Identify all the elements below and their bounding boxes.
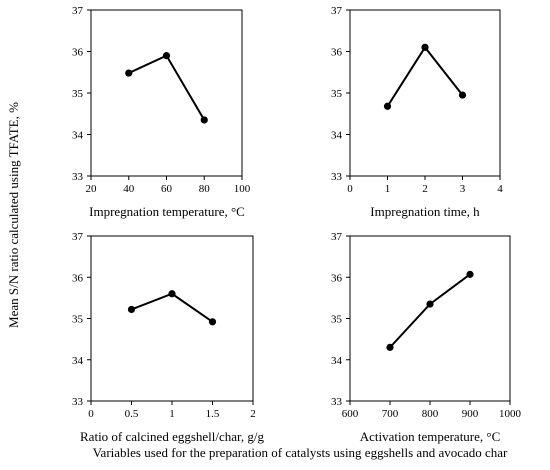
- y-tick-label: 37: [72, 5, 84, 17]
- x-tick-label: 2: [422, 183, 428, 195]
- x-tick-label: 900: [462, 408, 479, 420]
- x-tick-label: 600: [342, 408, 359, 420]
- y-tick-label: 34: [72, 355, 84, 367]
- y-tick-label: 37: [331, 5, 343, 17]
- x-tick-label: 20: [86, 183, 98, 195]
- x-axis-label: Impregnation time, h: [370, 204, 480, 219]
- x-tick-label: 2: [250, 408, 256, 420]
- y-tick-label: 35: [331, 314, 343, 326]
- y-tick-label: 37: [72, 231, 84, 243]
- y-tick-label: 33: [331, 396, 343, 408]
- y-tick-label: 36: [331, 272, 343, 284]
- chart-panel-1: 20 40 60 80 100 33 34 35 36 37 Impregnation temper…: [72, 5, 251, 219]
- x-axis-label: Activation temperature, °C: [360, 429, 501, 444]
- x-tick-label: 40: [123, 183, 135, 195]
- data-point: [208, 318, 217, 326]
- x-axis-label: Impregnation temperature, °C: [89, 204, 245, 219]
- series-line: [386, 45, 464, 107]
- plot-frame: [90, 9, 243, 177]
- shared-y-axis-label: Mean S/N ratio calculated using TFATE, %: [6, 102, 21, 328]
- y-tick-label: 37: [331, 231, 343, 243]
- x-axis-label: Ratio of calcined eggshell/char, g/g: [80, 429, 264, 444]
- y-tick-label: 36: [331, 47, 343, 59]
- plot-frame: [90, 235, 254, 402]
- y-tick-label: 34: [331, 130, 343, 142]
- x-tick-label: 800: [422, 408, 439, 420]
- x-tick-label: 0.5: [125, 408, 139, 420]
- data-point: [127, 305, 136, 314]
- x-tick-label: 0: [347, 183, 353, 195]
- y-tick-label: 34: [331, 355, 343, 367]
- y-tick-label: 33: [72, 171, 84, 183]
- y-tick-label: 35: [72, 314, 84, 326]
- x-tick-label: 1.5: [206, 408, 220, 420]
- y-tick-label: 36: [72, 47, 84, 59]
- x-tick-label: 60: [161, 183, 173, 195]
- plot-frame: [349, 9, 501, 177]
- data-point: [125, 69, 133, 77]
- data-point: [458, 91, 467, 99]
- x-tick-label: 1000: [499, 408, 522, 420]
- y-tick-label: 36: [72, 272, 84, 284]
- y-tick-label: 34: [72, 130, 84, 142]
- data-point: [421, 43, 429, 51]
- chart-panel-3: 0 0.5 1 1.5 2 33 34 35 36 37 Ratio of calcined egg…: [72, 231, 264, 444]
- x-tick-label: 3: [460, 183, 466, 195]
- figure-footer-label: Variables used for the preparation of ca…: [93, 445, 508, 460]
- series-line: [389, 273, 471, 349]
- data-point: [426, 300, 434, 308]
- x-tick-label: 1: [385, 183, 391, 195]
- x-tick-label: 80: [199, 183, 211, 195]
- x-tick-label: 1: [169, 408, 175, 420]
- chart-panel-4: 600 700 800 900 1000 33 34 35 36 37 Activation tem…: [331, 231, 522, 444]
- plot-frame: [349, 235, 511, 402]
- data-point: [168, 290, 176, 298]
- y-tick-label: 33: [72, 396, 84, 408]
- y-tick-label: 35: [331, 88, 343, 100]
- x-tick-label: 4: [497, 183, 503, 195]
- data-point: [386, 343, 394, 351]
- data-point: [466, 270, 474, 278]
- data-point: [162, 52, 171, 60]
- data-point: [200, 116, 208, 124]
- x-tick-label: 0: [88, 408, 94, 420]
- y-tick-label: 33: [331, 171, 343, 183]
- series-line: [128, 54, 206, 121]
- y-tick-label: 35: [72, 88, 84, 100]
- data-point: [383, 102, 392, 110]
- x-tick-label: 700: [382, 408, 399, 420]
- x-tick-label: 100: [234, 183, 251, 195]
- series-line: [131, 292, 214, 323]
